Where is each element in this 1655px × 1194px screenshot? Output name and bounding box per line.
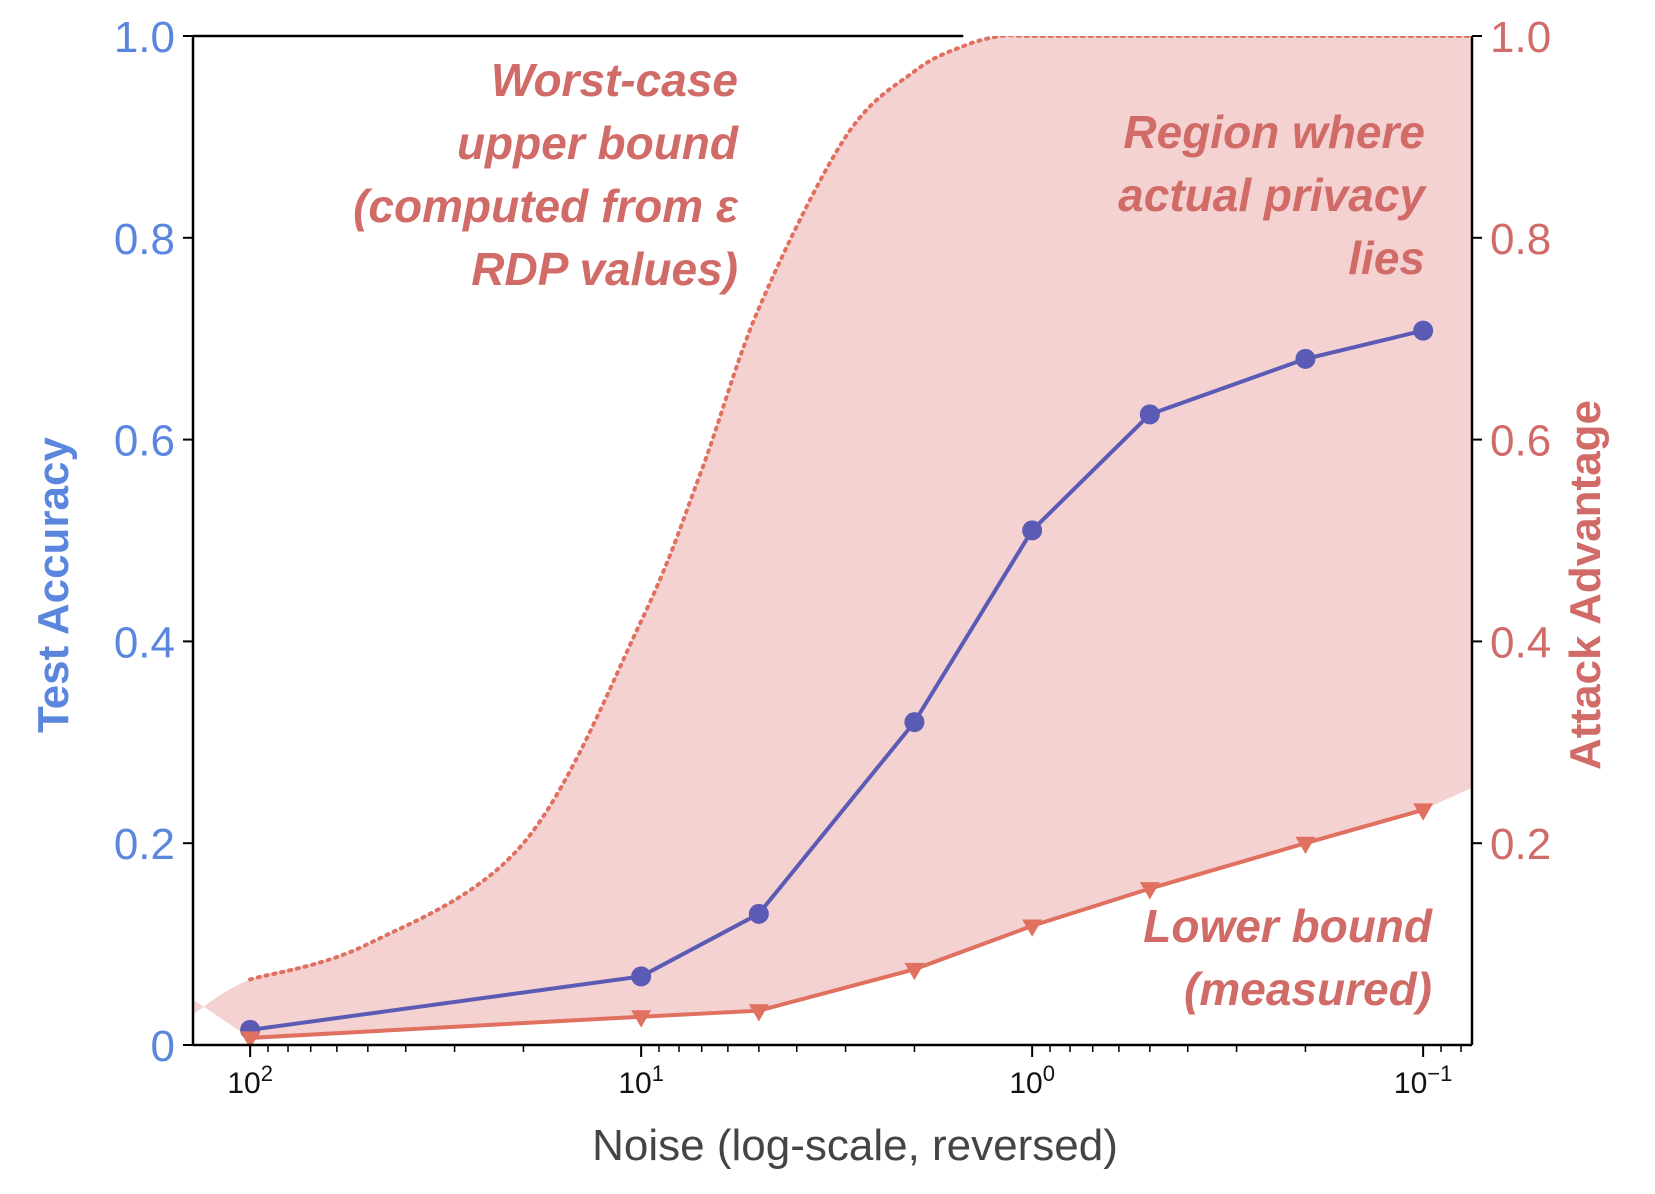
accuracy-point-1 <box>631 966 652 987</box>
attack-advantage-point-3 <box>904 962 925 981</box>
annotation-lower-line-0: Lower bound <box>1143 900 1433 952</box>
left-tick-label-4: 0.8 <box>114 215 175 264</box>
annotation-region-line-2: lies <box>1348 232 1425 284</box>
upper-bound-line <box>248 36 1472 982</box>
right-tick-label-3: 0.8 <box>1490 215 1551 264</box>
left-tick-label-1: 0.2 <box>114 820 175 869</box>
annotation-region-line-0: Region where <box>1123 106 1425 158</box>
right-tick-label-1: 0.4 <box>1490 618 1551 667</box>
attack-advantage-point-2 <box>748 1004 769 1022</box>
right-tick-label-2: 0.6 <box>1490 417 1551 466</box>
accuracy-point-5 <box>1139 404 1160 425</box>
x-tick-label-2: 100 <box>1009 1061 1055 1100</box>
accuracy-point-2 <box>748 903 769 924</box>
attack-advantage-point-7 <box>1413 803 1434 821</box>
accuracy-point-6 <box>1295 348 1316 369</box>
upper-bound-layer <box>248 36 1472 982</box>
left-tick-label-5: 1.0 <box>114 13 175 62</box>
accuracy-point-4 <box>1022 520 1043 541</box>
x-tick-label-3: 10−1 <box>1394 1061 1452 1100</box>
ticks-layer: 0 0.2 0.4 0.6 0.8 1.0 0.2 0.4 0.6 0.8 1.0 102 101 100… <box>114 13 1551 1100</box>
attack-advantage-point-5 <box>1139 882 1160 900</box>
right-y-axis-label: Attack Advantage <box>1561 400 1610 770</box>
annotation-region-line-1: actual privacy <box>1118 169 1427 221</box>
privacy-region-layer <box>193 36 1472 1038</box>
x-tick-label-0: 102 <box>227 1061 273 1100</box>
accuracy-point-7 <box>1413 320 1434 341</box>
attack-advantage-point-0 <box>240 1031 261 1049</box>
attack-advantage-point-6 <box>1295 836 1316 855</box>
left-y-axis-label: Test Accuracy <box>29 437 78 733</box>
annotation-upper-line-3: RDP values) <box>471 243 738 295</box>
x-tick-label-1: 101 <box>618 1061 664 1100</box>
attack-advantage-line <box>249 807 1424 1040</box>
right-tick-label-4: 1.0 <box>1490 13 1551 62</box>
privacy-region-fill <box>193 36 1472 1038</box>
x-axis-label: Noise (log-scale, reversed) <box>592 1121 1118 1170</box>
annotations-layer: Worst-case upper bound (computed from ε RDP… <box>353 54 1433 1015</box>
left-tick-label-2: 0.4 <box>114 618 175 667</box>
annotation-upper-line-2: (computed from ε <box>353 180 739 232</box>
accuracy-point-3 <box>904 712 925 733</box>
left-tick-label-0: 0 <box>151 1022 175 1071</box>
right-tick-label-0: 0.2 <box>1490 820 1551 869</box>
series-layer <box>240 320 1434 1049</box>
left-tick-label-3: 0.6 <box>114 417 175 466</box>
annotation-lower-line-1: (measured) <box>1184 963 1432 1015</box>
attack-advantage-point-1 <box>631 1010 652 1028</box>
attack-advantage-point-4 <box>1022 919 1043 937</box>
annotation-upper-line-0: Worst-case <box>491 54 738 106</box>
annotation-upper-line-1: upper bound <box>457 117 739 169</box>
accuracy-line <box>249 328 1424 1032</box>
